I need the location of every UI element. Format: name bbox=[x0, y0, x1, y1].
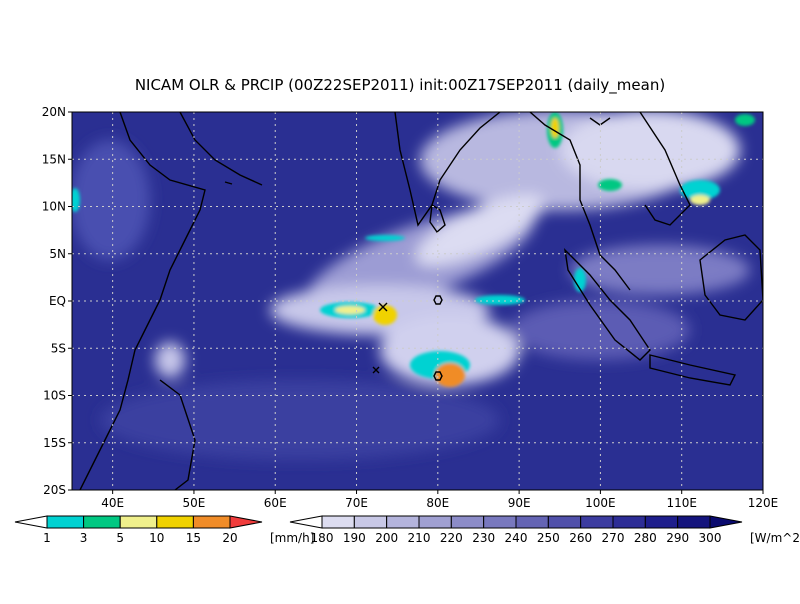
colorbar-segment bbox=[450, 515, 485, 529]
lon-tick-label: 110E bbox=[666, 496, 697, 510]
title: NICAM OLR & PRCIP (00Z22SEP2011) init:00… bbox=[135, 76, 665, 95]
colorbar-segment bbox=[515, 515, 549, 529]
lon-tick-label: 90E bbox=[508, 496, 531, 510]
lat-tick-label: 5N bbox=[49, 247, 66, 261]
colorbar-label: 230 bbox=[472, 531, 495, 545]
colorbar-segment bbox=[547, 515, 582, 529]
precip-field bbox=[72, 112, 755, 387]
colorbar-segment bbox=[580, 515, 614, 529]
colorbar-label: 10 bbox=[149, 531, 164, 545]
lon-tick-label: 40E bbox=[101, 496, 124, 510]
colorbar-label: 20 bbox=[222, 531, 237, 545]
lat-tick-label: 10S bbox=[43, 389, 66, 403]
lon-tick-label: 60E bbox=[264, 496, 287, 510]
lon-tick-label: 80E bbox=[426, 496, 449, 510]
grid bbox=[72, 112, 763, 490]
colorbar-label: 190 bbox=[343, 531, 366, 545]
lat-tick-label: 15S bbox=[43, 436, 66, 450]
lon-tick-label: 70E bbox=[345, 496, 368, 510]
colorbar-arrow-low bbox=[14, 515, 48, 529]
colorbar-segment bbox=[83, 515, 121, 529]
lat-tick-label: 20N bbox=[42, 105, 66, 119]
colorbar-unit: [W/m^2] bbox=[750, 531, 800, 545]
colorbar-label: 200 bbox=[375, 531, 398, 545]
colorbar-label: 290 bbox=[666, 531, 689, 545]
colorbar-arrow-low bbox=[289, 515, 323, 529]
colorbar-segment bbox=[677, 515, 711, 529]
colorbar-segment bbox=[483, 515, 517, 529]
colorbar-segment bbox=[156, 515, 194, 529]
colorbar-segment bbox=[612, 515, 646, 529]
colorbar-label: 240 bbox=[505, 531, 528, 545]
olr-field bbox=[72, 112, 750, 460]
lat-tick-label: 20S bbox=[43, 483, 66, 497]
lat-tick-label: EQ bbox=[49, 294, 66, 308]
markers bbox=[372, 295, 443, 381]
lat-tick-label: 15N bbox=[42, 152, 66, 166]
lat-tick-label: 10N bbox=[42, 200, 66, 214]
colorbar-label: 1 bbox=[43, 531, 51, 545]
colorbar-label: 260 bbox=[569, 531, 592, 545]
colorbar-label: 270 bbox=[602, 531, 625, 545]
colorbar-label: 250 bbox=[537, 531, 560, 545]
colorbar-label: 210 bbox=[408, 531, 431, 545]
colorbar-segment bbox=[353, 515, 388, 529]
colorbar-segment bbox=[644, 515, 679, 529]
lon-tick-label: 50E bbox=[183, 496, 206, 510]
colorbar-segment bbox=[46, 515, 85, 529]
colorbar-unit: [mm/h] bbox=[270, 531, 314, 545]
lat-tick-label: 5S bbox=[51, 341, 66, 355]
colorbar-segment bbox=[386, 515, 420, 529]
colorbar-label: 3 bbox=[80, 531, 88, 545]
colorbar-segment bbox=[321, 515, 355, 529]
colorbar-arrow-high bbox=[229, 515, 263, 529]
colorbar-segment bbox=[119, 515, 158, 529]
colorbar-arrow-high bbox=[709, 515, 743, 529]
colorbar-label: 5 bbox=[116, 531, 124, 545]
colorbar-label: 280 bbox=[634, 531, 657, 545]
colorbar-label: 300 bbox=[699, 531, 722, 545]
lon-tick-label: 100E bbox=[585, 496, 616, 510]
colorbar-label: 220 bbox=[440, 531, 463, 545]
map bbox=[72, 112, 763, 490]
colorbar-segment bbox=[418, 515, 452, 529]
colorbar-segment bbox=[192, 515, 231, 529]
colorbar-label: 180 bbox=[311, 531, 334, 545]
lon-tick-label: 120E bbox=[748, 496, 779, 510]
colorbar-label: 15 bbox=[186, 531, 201, 545]
